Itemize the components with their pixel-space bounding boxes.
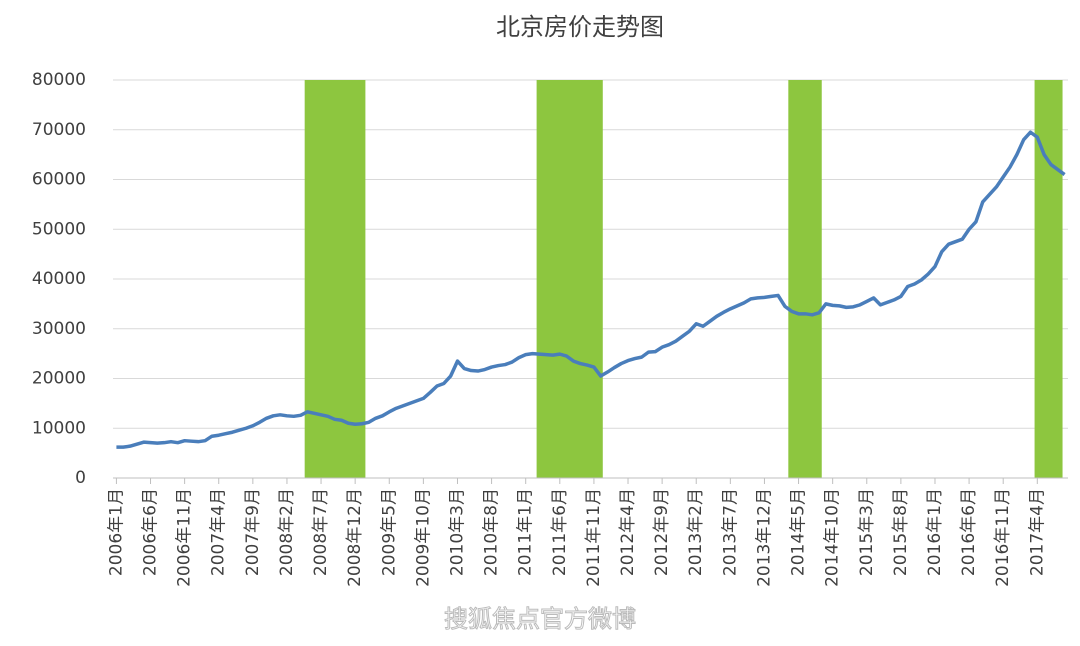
x-tick-label: 2016年6月 bbox=[959, 488, 979, 576]
y-tick-label: 60000 bbox=[32, 170, 86, 190]
x-tick-label: 2008年7月 bbox=[311, 488, 331, 576]
x-tick-label: 2007年9月 bbox=[243, 488, 263, 576]
y-tick-label: 20000 bbox=[32, 369, 86, 389]
x-tick-label: 2008年12月 bbox=[345, 488, 365, 587]
x-tick-label: 2015年3月 bbox=[857, 488, 877, 576]
x-tick-label: 2011年6月 bbox=[550, 488, 570, 576]
x-tick-label: 2009年5月 bbox=[379, 488, 399, 576]
x-tick-label: 2011年1月 bbox=[516, 488, 536, 576]
x-tick-label: 2006年6月 bbox=[141, 488, 161, 576]
x-tick-label: 2013年12月 bbox=[754, 488, 774, 587]
price-line bbox=[116, 130, 1066, 449]
x-tick-label: 2013年2月 bbox=[686, 488, 706, 576]
x-tick-label: 2009年10月 bbox=[413, 488, 433, 587]
x-tick-label: 2007年4月 bbox=[209, 488, 229, 576]
y-tick-label: 10000 bbox=[32, 418, 86, 438]
x-tick-label: 2013年7月 bbox=[720, 488, 740, 576]
x-tick-label: 2014年5月 bbox=[789, 488, 809, 576]
x-tick-label: 2015年8月 bbox=[891, 488, 911, 576]
x-tick-label: 2010年8月 bbox=[482, 488, 502, 576]
x-tick-label: 2006年1月 bbox=[106, 488, 126, 576]
y-tick-label: 50000 bbox=[32, 219, 86, 239]
x-tick-label: 2008年2月 bbox=[277, 488, 297, 576]
highlight-band bbox=[788, 80, 822, 478]
y-tick-label: 80000 bbox=[32, 70, 86, 90]
x-tick-label: 2014年10月 bbox=[823, 488, 843, 587]
x-tick-label: 2012年9月 bbox=[652, 488, 672, 576]
y-tick-label: 0 bbox=[75, 468, 86, 488]
watermark: 搜狐焦点官方微博 bbox=[444, 605, 636, 633]
x-tick-label: 2012年4月 bbox=[618, 488, 638, 576]
x-tick-label: 2016年1月 bbox=[925, 488, 945, 576]
x-tick-label: 2016年11月 bbox=[993, 488, 1013, 587]
x-tick-label: 2017年4月 bbox=[1027, 488, 1047, 576]
x-tick-label: 2011年11月 bbox=[584, 488, 604, 587]
highlight-band bbox=[536, 80, 603, 478]
chart-title: 北京房价走势图 bbox=[496, 13, 664, 41]
y-tick-label: 40000 bbox=[32, 269, 86, 289]
x-tick-label: 2010年3月 bbox=[447, 488, 467, 576]
y-tick-label: 30000 bbox=[32, 319, 86, 339]
y-tick-label: 70000 bbox=[32, 120, 86, 140]
x-tick-label: 2006年11月 bbox=[175, 488, 195, 587]
